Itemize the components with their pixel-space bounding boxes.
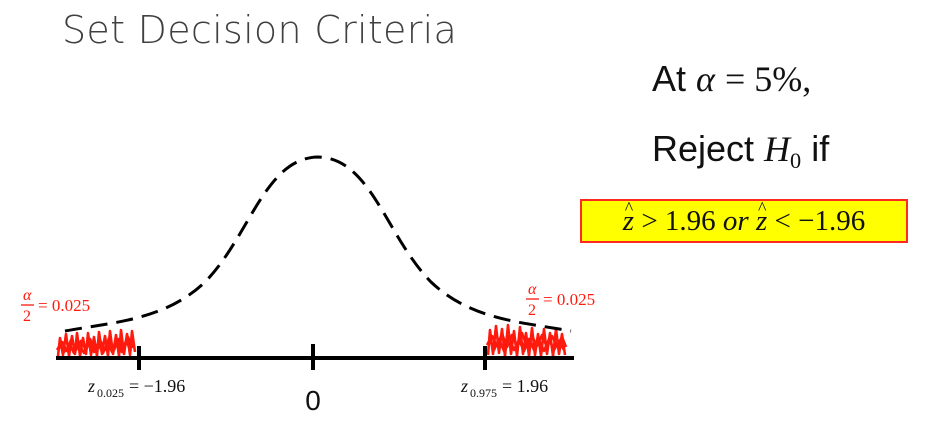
significance-level-line: At α = 5%, <box>652 58 811 100</box>
left-critical-label: z 0.025 = −1.96 <box>87 376 185 400</box>
z-symbol: z <box>87 376 95 396</box>
z-hat-symbol: z <box>756 188 767 241</box>
right-critical-label: z 0.975 = 1.96 <box>460 376 548 400</box>
less-than-value: < −1.96 <box>767 205 866 237</box>
z-subscript: 0.025 <box>97 386 124 400</box>
reject-line: Reject H0 if <box>652 128 829 174</box>
z-hat-symbol: z <box>623 188 634 241</box>
alpha-denominator: 2 <box>528 302 536 319</box>
bell-curve <box>64 155 572 333</box>
left-tail-label: α 2 = 0.025 <box>21 287 90 325</box>
right-tail-value: = 0.025 <box>543 290 595 309</box>
alpha-symbol: α <box>696 59 715 99</box>
right-tail-label: α 2 = 0.025 <box>526 281 595 319</box>
z-symbol: z <box>460 376 468 396</box>
left-tail-value: = 0.025 <box>38 296 90 315</box>
or-word: or <box>722 205 749 237</box>
center-label: 0 <box>305 385 321 416</box>
critical-value: = 1.96 <box>502 376 548 396</box>
if-label: if <box>801 128 830 169</box>
left-tail-shading <box>55 328 137 358</box>
reject-label: Reject <box>652 128 765 169</box>
z-subscript: 0.975 <box>470 386 497 400</box>
alpha-value: = 5%, <box>724 59 812 99</box>
page-title: Set Decision Criteria <box>62 8 458 52</box>
decision-rule-box: z > 1.96 or z < −1.96 <box>580 188 908 243</box>
hypothesis-subscript: 0 <box>790 148 802 174</box>
alpha-denominator: 2 <box>23 308 31 325</box>
at-label: At <box>652 58 697 99</box>
hypothesis-letter: H <box>764 129 791 169</box>
alpha-numerator: α <box>528 281 537 298</box>
alpha-numerator: α <box>23 287 32 304</box>
right-tail-shading <box>485 323 568 358</box>
greater-than-value: > 1.96 <box>634 205 723 237</box>
critical-value: = −1.96 <box>129 376 185 396</box>
